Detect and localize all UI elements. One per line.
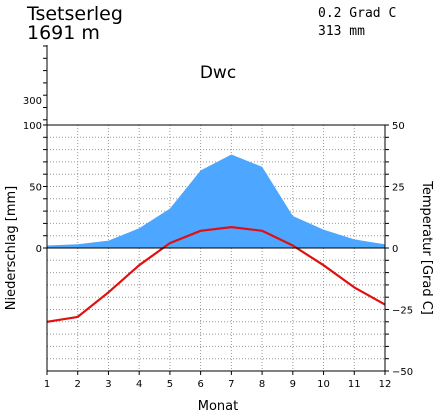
precipitation-area [47,154,385,248]
x-tick-label: 4 [136,379,142,390]
left-axis-label: Niederschlag [mm] [4,186,19,311]
temp-tick-label: −50 [392,367,413,378]
x-tick-label: 5 [167,379,173,390]
x-tick-label: 9 [290,379,296,390]
temp-tick-label: 25 [392,183,405,194]
precip-tick-label: 100 [23,121,42,132]
mean-temperature: 0.2 Grad C [318,6,396,21]
x-tick-label: 11 [348,379,361,390]
temperature-line [46,226,386,323]
temp-tick-label: 50 [392,121,405,132]
temperature-line-layer [46,226,386,323]
temp-tick-label: −25 [392,306,413,317]
x-tick-label: 1 [44,379,50,390]
x-tick-label: 2 [75,379,81,390]
right-axis-label: Temperatur [Grad C] [419,180,434,315]
precipitation-area-layer [47,154,385,248]
temp-tick-label: 0 [392,244,398,255]
station-name: Tsetserleg [26,3,123,25]
annual-precipitation: 313 mm [318,24,365,39]
precip-tick-label: 300 [23,96,42,107]
x-tick-label: 7 [228,379,234,390]
x-tick-label: 3 [105,379,111,390]
x-tick-label: 6 [197,379,203,390]
station-elevation: 1691 m [27,22,100,44]
x-tick-label: 12 [379,379,392,390]
x-axis-label: Monat [198,399,238,414]
x-tick-label: 8 [259,379,265,390]
precip-tick-label: 50 [29,183,42,194]
x-tick-label: 10 [317,379,330,390]
precip-tick-label: 0 [36,244,42,255]
climate-class: Dwc [200,63,236,83]
